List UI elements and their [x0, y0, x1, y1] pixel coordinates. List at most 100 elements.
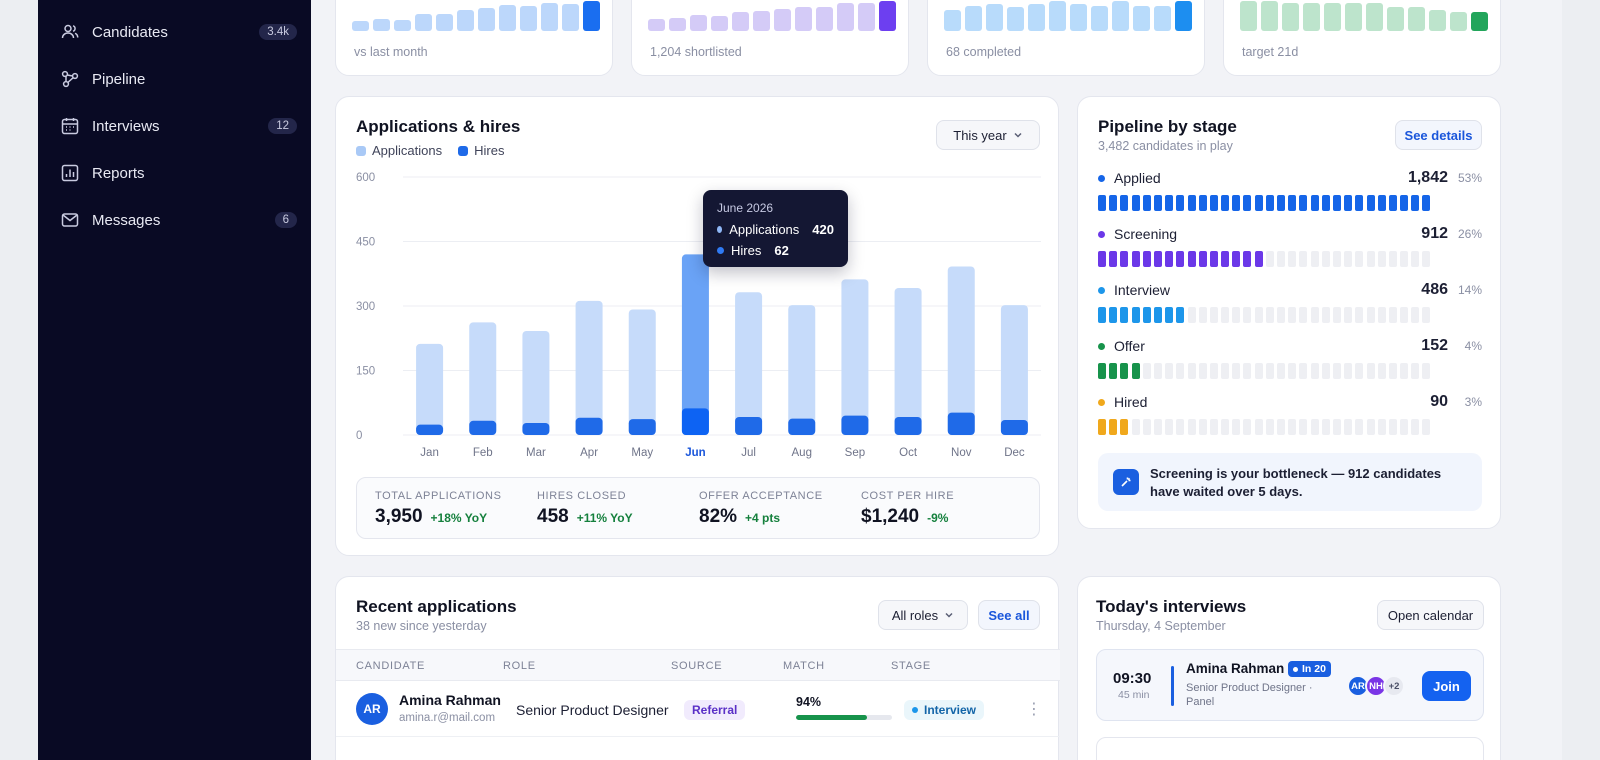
period-dropdown-label: This year — [953, 127, 1007, 143]
join-button[interactable]: Join — [1422, 671, 1471, 701]
stage-segment — [1120, 307, 1129, 323]
sparkline-bar — [795, 7, 812, 31]
stage-segment — [1388, 195, 1397, 211]
stage-segment — [1098, 419, 1106, 435]
stage-segment — [1288, 307, 1297, 323]
bar-hires — [894, 416, 922, 435]
stage-segment — [1254, 363, 1263, 379]
users-icon — [60, 22, 80, 42]
period-dropdown[interactable]: This year — [936, 120, 1040, 150]
app-frame: Candidates 3.4k Pipeline Interviews 12 R… — [38, 0, 1562, 760]
bar-applications — [522, 330, 550, 435]
x-tick-label: Jan — [420, 447, 439, 459]
column-header-match[interactable]: MATCH — [783, 660, 825, 672]
stage-segment — [1321, 363, 1330, 379]
stage-percent: 4% — [1464, 339, 1482, 353]
stage-segment — [1288, 251, 1297, 267]
stage-progress-bar — [1098, 251, 1482, 267]
x-tick-label: Nov — [951, 447, 972, 459]
more-options-icon[interactable]: ⋮ — [1026, 701, 1042, 718]
bar-hires — [522, 422, 550, 435]
column-header-source[interactable]: SOURCE — [671, 660, 723, 672]
stat-offer-acceptance: OFFER ACCEPTANCE 82% +4 pts — [699, 490, 823, 528]
pipeline-stage-screening[interactable]: Screening 912 26% — [1098, 225, 1482, 267]
stage-segment — [1153, 307, 1162, 323]
sparkline-bar — [1303, 3, 1320, 31]
stage-segment — [1377, 363, 1386, 379]
bar-hires — [788, 418, 816, 435]
sidebar-item-messages[interactable]: Messages 6 — [60, 200, 297, 240]
pipeline-title: Pipeline by stage — [1098, 117, 1237, 136]
x-tick-label: Apr — [580, 447, 598, 459]
stage-segment — [1277, 363, 1285, 379]
roles-filter-dropdown[interactable]: All roles — [878, 600, 968, 630]
column-header-candidate[interactable]: CANDIDATE — [356, 660, 426, 672]
sidebar-item-reports[interactable]: Reports — [60, 153, 297, 193]
chart-legend: Applications Hires — [356, 143, 504, 158]
stat-value: 3,950 — [375, 506, 423, 527]
x-tick-label: Oct — [899, 447, 918, 459]
stage-segment — [1187, 251, 1196, 267]
sparkline-bar — [1028, 4, 1045, 31]
sparkle-icon — [1113, 469, 1139, 495]
interview-item[interactable] — [1096, 737, 1484, 760]
stage-segment — [1265, 363, 1274, 379]
candidate-name[interactable]: Amina Rahman — [399, 692, 501, 708]
sparkline-bar — [944, 10, 961, 31]
bar-hires — [469, 420, 497, 435]
stage-segment — [1232, 195, 1241, 211]
stage-segment — [1165, 195, 1174, 211]
interview-role: Senior Product Designer · — [1186, 682, 1313, 694]
sparkline-bar — [1450, 12, 1467, 31]
chart-tooltip: June 2026 Applications 420 Hires 62 — [703, 190, 848, 267]
sparkline-bar — [1345, 3, 1362, 31]
source-badge: Referral — [684, 700, 746, 720]
stage-segment — [1209, 307, 1218, 323]
bar-applications — [735, 292, 763, 435]
count-badge: 6 — [274, 212, 297, 228]
stage-segment — [1355, 251, 1364, 267]
tooltip-title: June 2026 — [717, 201, 774, 215]
applications-bar-chart: 0 150 300 450 600 Jan Feb Mar Apr May Jun Jul Aug Sep… — [356, 172, 1041, 459]
stage-dot — [1098, 174, 1105, 182]
column-header-role[interactable]: ROLE — [503, 660, 536, 672]
legend-item-applications[interactable]: Applications — [356, 143, 442, 158]
legend-swatch — [458, 145, 469, 156]
y-tick-label: 150 — [356, 366, 375, 378]
applications-chart-card: Applications & hires Applications Hires … — [335, 96, 1059, 556]
stage-segment — [1299, 363, 1308, 379]
open-calendar-button[interactable]: Open calendar — [1377, 600, 1484, 630]
bottleneck-callout: Screening is your bottleneck — 912 candi… — [1098, 453, 1482, 511]
table-row[interactable]: AR Amina Rahman amina.r@mail.com Senior … — [336, 681, 1060, 737]
stage-segment — [1198, 251, 1207, 267]
see-details-button[interactable]: See details — [1395, 120, 1482, 150]
stage-segment — [1422, 363, 1431, 379]
stage-segment — [1254, 419, 1263, 435]
see-all-button[interactable]: See all — [978, 600, 1040, 630]
kpi-sparkline — [944, 1, 1192, 31]
stage-segment — [1098, 251, 1106, 267]
sidebar-item-interviews[interactable]: Interviews 12 — [60, 106, 297, 146]
kpi-caption: target 21d — [1242, 45, 1299, 59]
stage-segment — [1098, 363, 1106, 379]
interview-item[interactable]: 09:30 45 min Amina Rahman In 20 Senior P… — [1096, 649, 1484, 721]
sparkline-bar — [478, 8, 495, 31]
pipeline-stage-hired[interactable]: Hired 90 3% — [1098, 393, 1482, 435]
sidebar-item-pipeline[interactable]: Pipeline — [60, 59, 297, 99]
sparkline-bar — [1429, 10, 1446, 31]
pipeline-stage-offer[interactable]: Offer 152 4% — [1098, 337, 1482, 379]
column-header-stage[interactable]: STAGE — [891, 660, 931, 672]
interview-duration: 45 min — [1118, 689, 1150, 701]
stage-segment — [1332, 419, 1341, 435]
pipeline-stage-interview[interactable]: Interview 486 14% — [1098, 281, 1482, 323]
legend-item-hires[interactable]: Hires — [458, 143, 504, 158]
stage-count: 1,842 — [1407, 169, 1448, 186]
interview-type: Panel — [1186, 696, 1215, 708]
x-tick-label: Aug — [792, 447, 812, 459]
pipeline-stage-applied[interactable]: Applied 1,842 53% — [1098, 169, 1482, 211]
stage-segment — [1109, 363, 1118, 379]
sidebar-item-candidates[interactable]: Candidates 3.4k — [60, 12, 297, 52]
sparkline-bar — [858, 3, 875, 31]
stage-name: Applied — [1114, 170, 1161, 186]
bar-hires — [841, 415, 869, 435]
